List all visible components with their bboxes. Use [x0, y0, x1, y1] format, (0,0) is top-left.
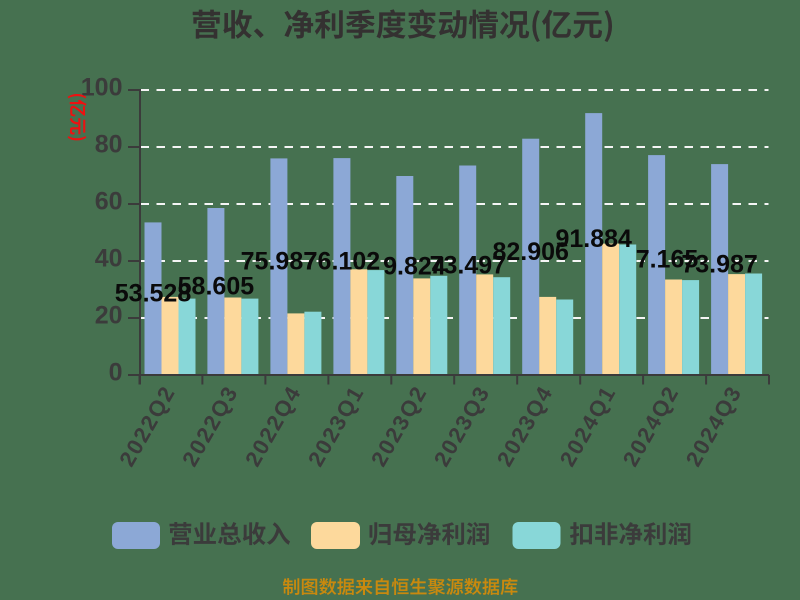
svg-text:40: 40 — [95, 245, 123, 273]
svg-text:100: 100 — [81, 74, 123, 102]
svg-text:7.165: 7.165 — [636, 246, 699, 274]
svg-text:9.824: 9.824 — [383, 253, 446, 281]
svg-text:0: 0 — [109, 359, 123, 387]
svg-text:20: 20 — [95, 302, 123, 330]
svg-text:73.987: 73.987 — [681, 251, 757, 279]
svg-text:80: 80 — [95, 131, 123, 159]
svg-text:82.906: 82.906 — [492, 238, 568, 266]
svg-text:58.605: 58.605 — [178, 273, 255, 301]
svg-text:76.102: 76.102 — [304, 248, 380, 276]
svg-text:91.884: 91.884 — [555, 225, 632, 253]
svg-text:53.528: 53.528 — [115, 280, 192, 308]
svg-text:75.987: 75.987 — [241, 248, 317, 276]
svg-text:60: 60 — [95, 188, 123, 216]
svg-text:73.497: 73.497 — [430, 251, 506, 279]
